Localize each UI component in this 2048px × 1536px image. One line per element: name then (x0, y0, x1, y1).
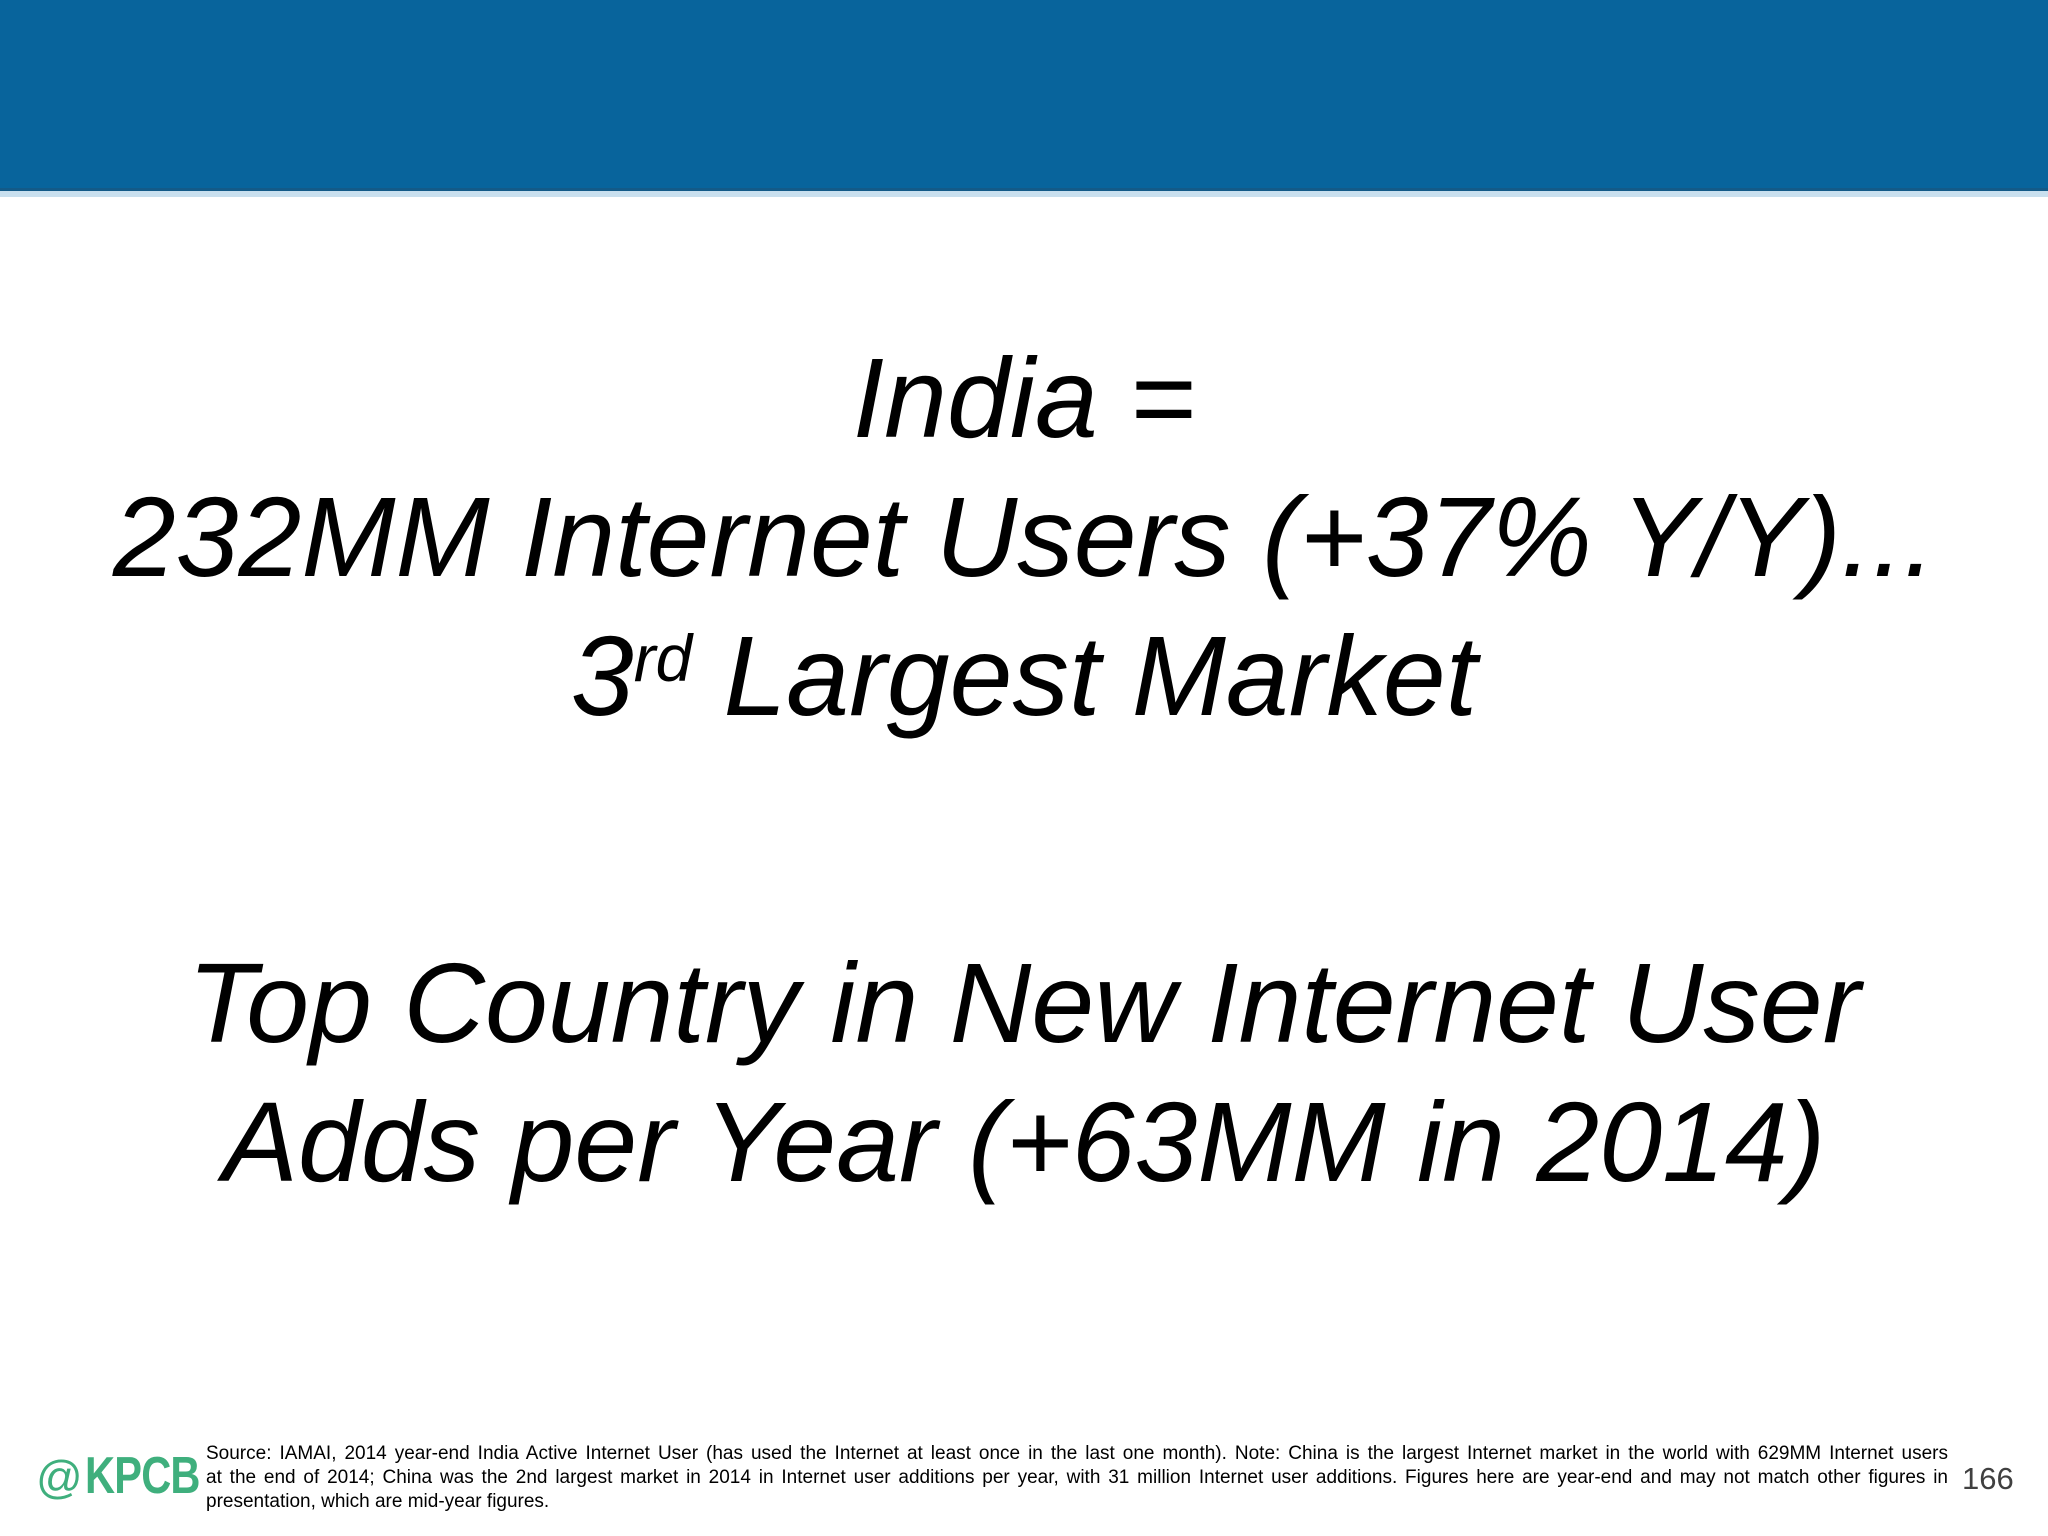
heading-ordinal-suffix: rd (633, 621, 693, 695)
heading-top-line-2: 232MM Internet Users (+37% Y/Y)... (112, 474, 1936, 600)
source-footnote: Source: IAMAI, 2014 year-end India Activ… (206, 1442, 1948, 1514)
heading-top-line-1: India = (852, 335, 1196, 461)
heading-ordinal-number: 3 (570, 613, 634, 739)
header-bar (0, 0, 2048, 191)
heading-bottom-line-2: Adds per Year (+63MM in 2014) (222, 1079, 1826, 1205)
source-footnote-line-3: presentation, which are mid-year figures… (206, 1491, 550, 1512)
kpcb-logo: @KPCB (36, 1446, 228, 1506)
source-footnote-line-1: Source: IAMAI, 2014 year-end India Activ… (206, 1443, 1948, 1464)
heading-bottom: Top Country in New Internet User Adds pe… (0, 934, 2048, 1212)
at-symbol-icon: @ (36, 1451, 83, 1503)
header-bar-accent-line (0, 191, 2048, 197)
kpcb-logo-text: KPCB (84, 1447, 200, 1505)
page-number: 166 (1962, 1461, 2014, 1496)
heading-top-line-3-text: Largest Market (692, 613, 1478, 739)
heading-top: India = 232MM Internet Users (+37% Y/Y).… (0, 329, 2048, 762)
heading-top-line-3: 3rd Largest Market (0, 607, 2048, 762)
heading-bottom-line-1: Top Country in New Internet User (187, 940, 1861, 1066)
source-footnote-line-2: at the end of 2014; China was the 2nd la… (206, 1467, 1948, 1488)
